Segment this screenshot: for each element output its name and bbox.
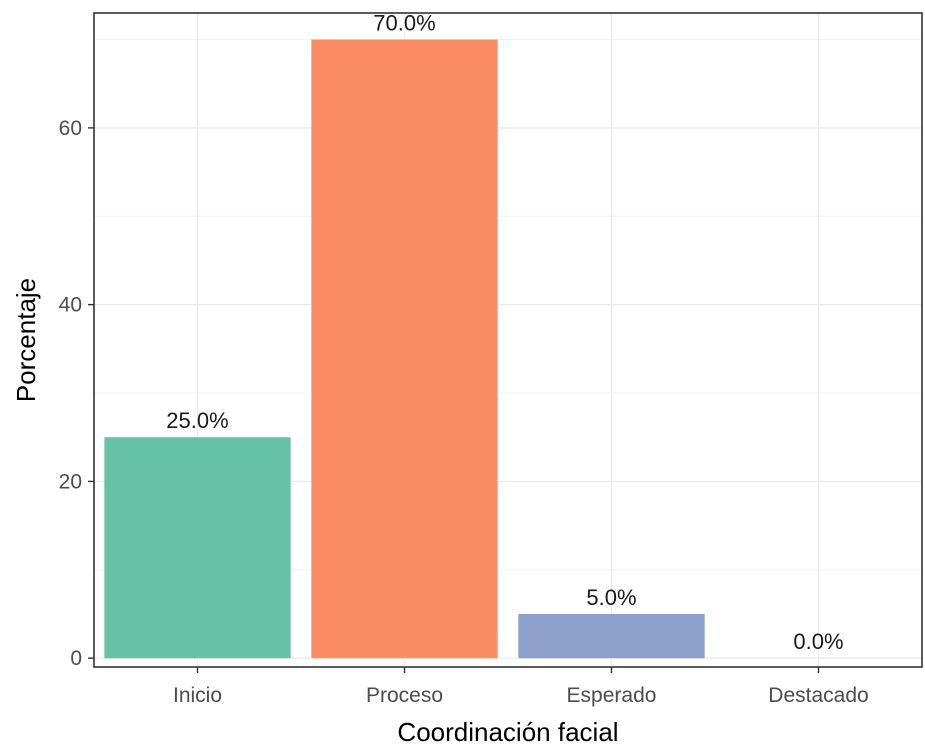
x-axis-title: Coordinación facial (397, 717, 618, 747)
bar (518, 613, 705, 659)
y-tick-label: 0 (70, 647, 82, 670)
data-label: 0.0% (793, 629, 843, 654)
data-labels: 25.0% 70.0% 5.0% 0.0% (166, 11, 843, 655)
y-tick-label: 20 (59, 470, 82, 493)
data-label: 70.0% (373, 11, 435, 36)
x-tick-label: Esperado (567, 684, 657, 707)
y-tick-label: 60 (59, 117, 82, 140)
x-tick-label: Destacado (768, 684, 868, 707)
y-tick-label: 40 (59, 294, 82, 317)
y-axis-title: Porcentaje (11, 278, 41, 402)
data-label: 5.0% (586, 585, 636, 610)
bar (311, 39, 498, 659)
panel-border (93, 12, 923, 668)
bar (104, 437, 291, 659)
x-axis: Inicio Proceso Esperado Destacado (173, 667, 869, 707)
bars (104, 39, 705, 659)
x-tick-label: Proceso (366, 684, 443, 707)
y-axis: 0 20 40 60 (59, 117, 94, 670)
minor-gridlines (94, 39, 922, 571)
data-label: 25.0% (166, 408, 228, 433)
x-tick-label: Inicio (173, 684, 222, 707)
